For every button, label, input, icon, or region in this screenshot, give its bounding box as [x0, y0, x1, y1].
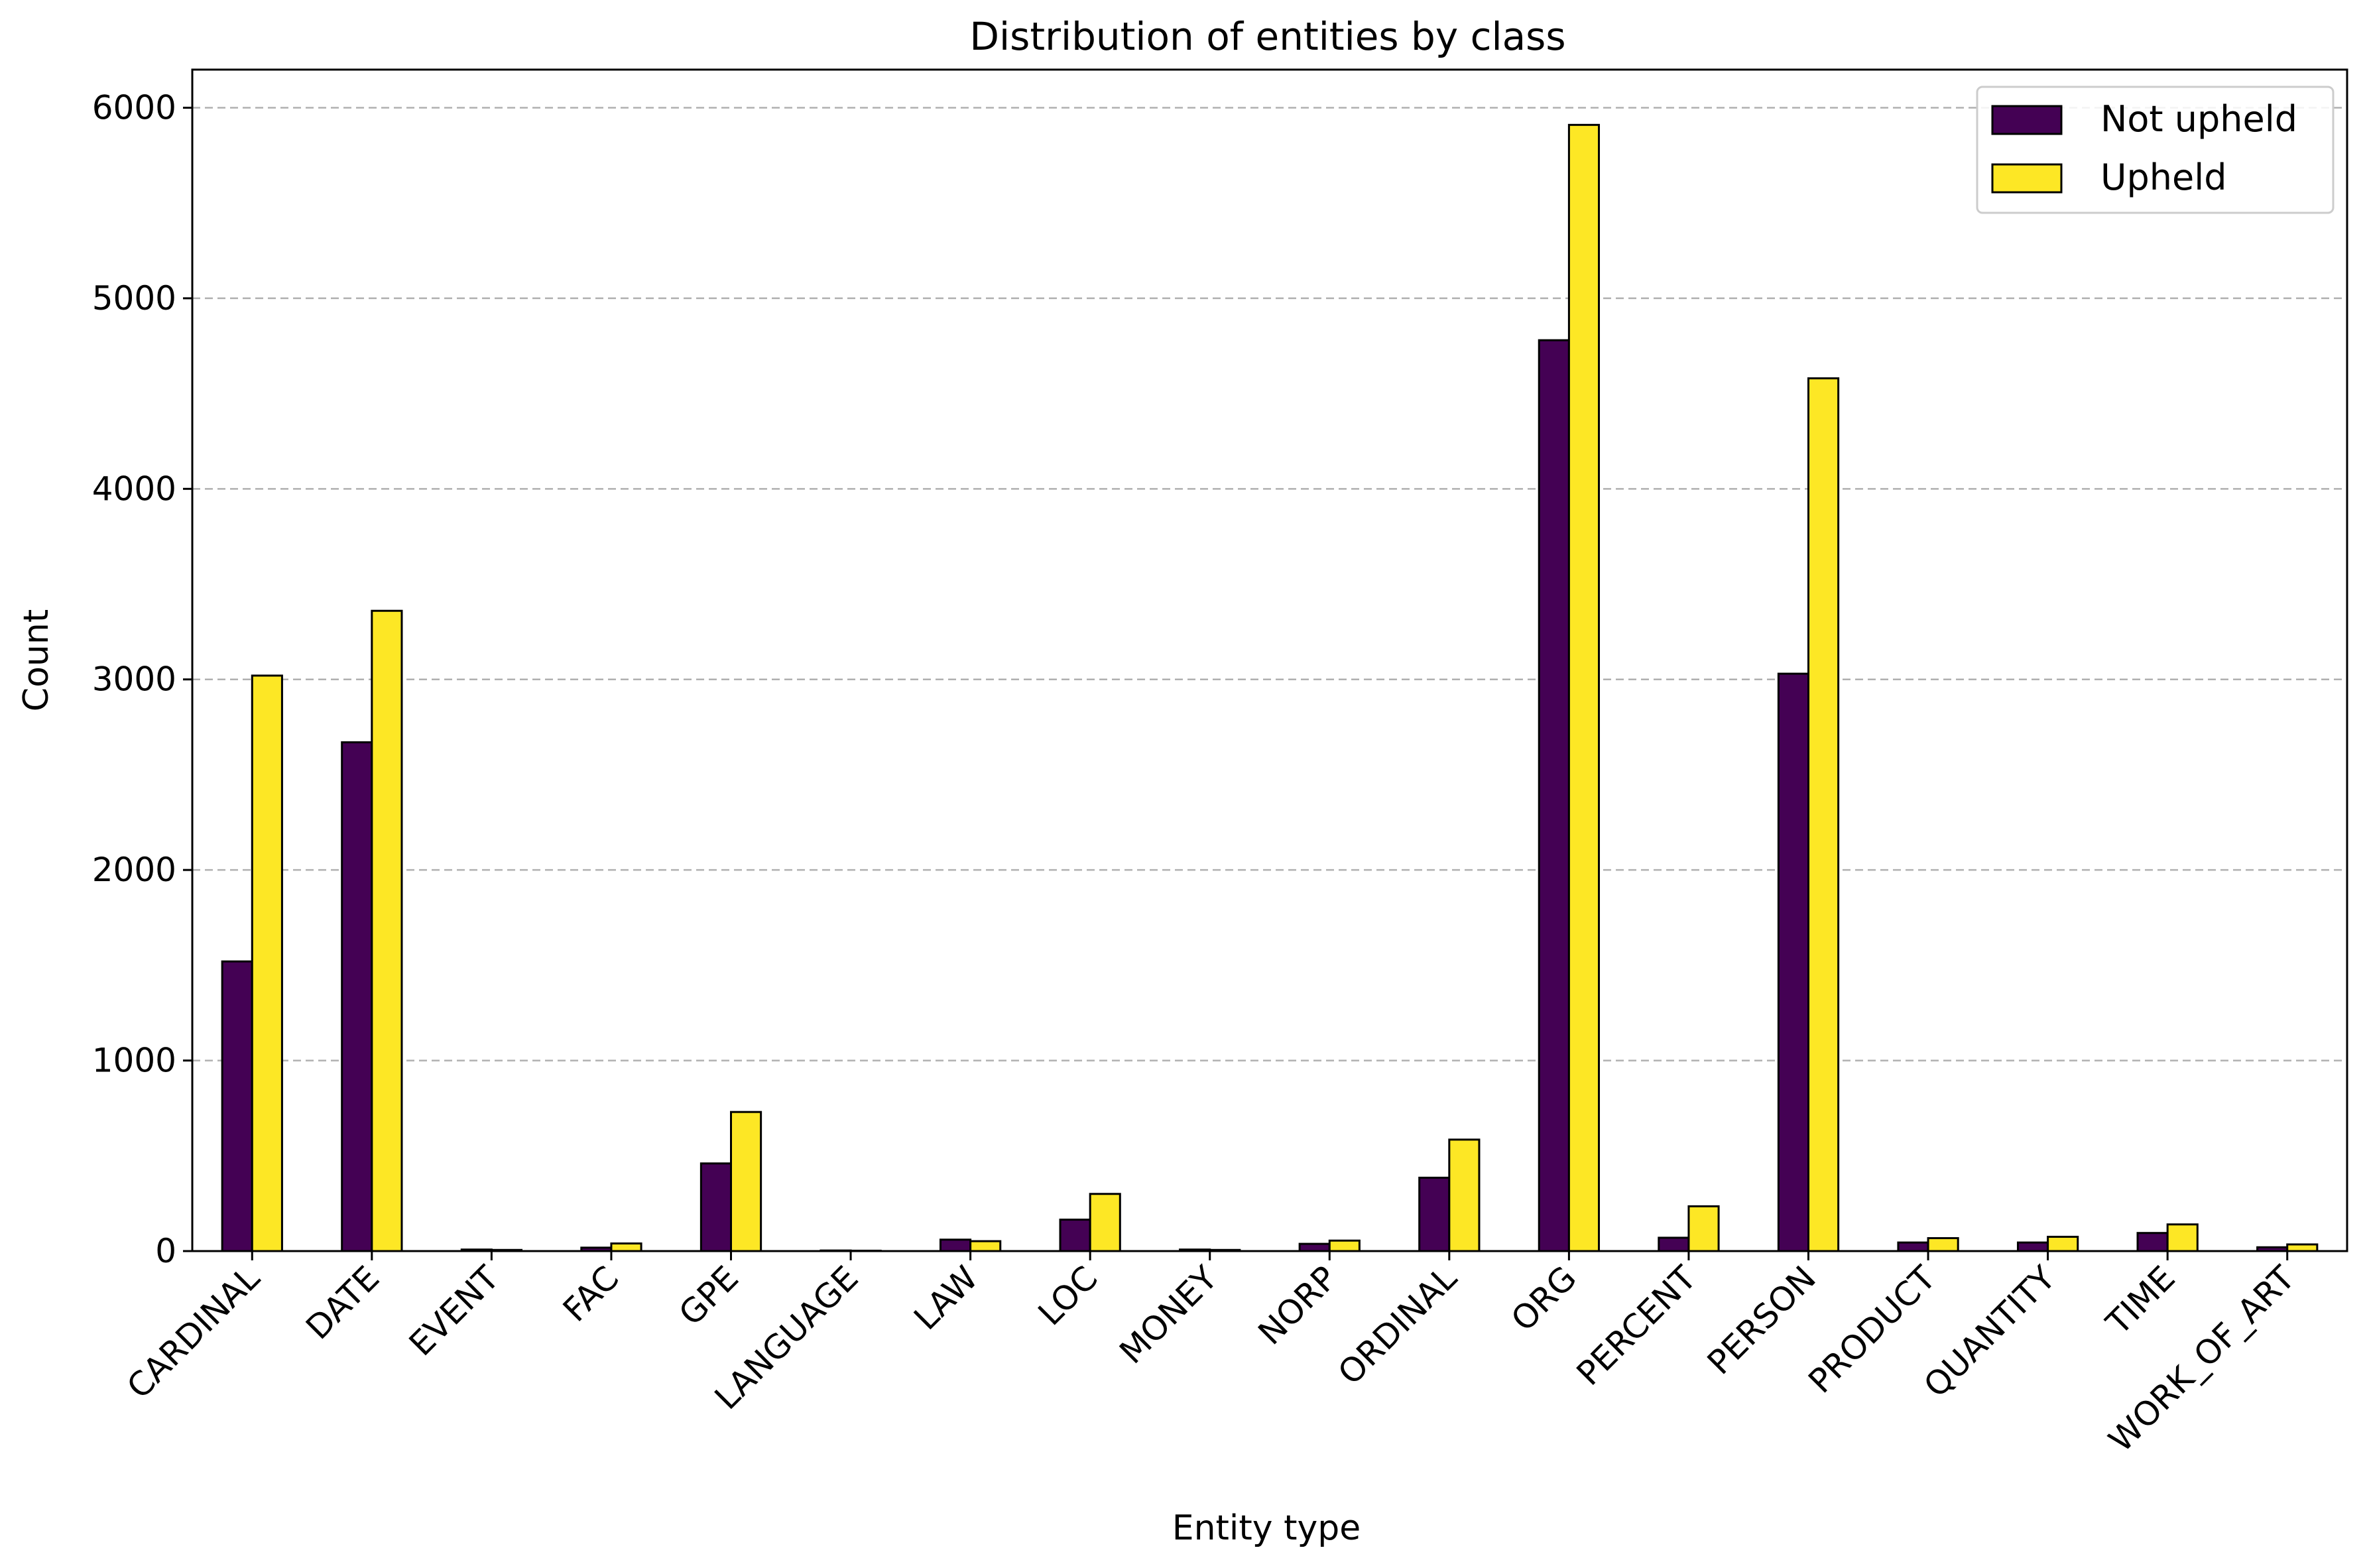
x-tick-label: LAW	[906, 1258, 985, 1337]
bar	[1089, 1193, 1121, 1252]
bars	[221, 123, 2319, 1252]
x-tick-label: GPE	[672, 1258, 746, 1333]
x-tick-label: CARDINAL	[119, 1258, 267, 1406]
bar	[221, 960, 253, 1252]
bar	[1298, 1242, 1331, 1252]
legend-swatch	[1991, 105, 2063, 135]
bar	[1448, 1138, 1481, 1252]
bar	[1538, 339, 1570, 1252]
x-tick-label: MONEY	[1112, 1258, 1225, 1371]
bar	[251, 674, 283, 1252]
y-axis: 0 1000 2000 3000 4000 5000 6000	[92, 88, 192, 1270]
x-tick-label: TIME	[2098, 1258, 2183, 1343]
y-tick-label: 5000	[92, 279, 176, 318]
bar	[341, 741, 373, 1252]
bar	[1807, 377, 1840, 1252]
y-tick-label: 4000	[92, 469, 176, 508]
bar	[1897, 1241, 1929, 1252]
bar	[610, 1242, 642, 1252]
bar	[2047, 1235, 2079, 1252]
bar	[1777, 672, 1809, 1252]
bar	[371, 609, 403, 1252]
legend-label: Not upheld	[2100, 98, 2297, 140]
bar	[1418, 1176, 1451, 1252]
y-tick-label: 6000	[92, 88, 176, 127]
x-tick-label: PERSON	[1700, 1258, 1823, 1382]
bar	[699, 1162, 732, 1252]
x-tick-label: ORDINAL	[1331, 1258, 1464, 1392]
x-tick-label: ORG	[1504, 1258, 1584, 1339]
legend-swatch	[1991, 163, 2063, 194]
x-axis-label: Entity type	[1172, 1508, 1361, 1548]
bar	[2166, 1223, 2199, 1252]
x-tick-label: NORP	[1251, 1258, 1345, 1352]
bar	[1687, 1205, 1720, 1252]
bar	[939, 1238, 972, 1252]
x-tick-label: FAC	[556, 1258, 626, 1329]
bar	[2136, 1232, 2169, 1252]
x-tick-label: PERCENT	[1569, 1258, 1704, 1393]
x-tick-label: EVENT	[402, 1258, 507, 1363]
y-tick-label: 0	[155, 1232, 176, 1270]
y-axis-label: Count	[17, 609, 56, 711]
chart-title: Distribution of entities by class	[969, 14, 1565, 59]
legend-box	[1976, 86, 2335, 214]
bar	[730, 1111, 762, 1252]
x-tick-label: QUANTITY	[1917, 1258, 2063, 1405]
bar	[1328, 1239, 1361, 1252]
legend-label: Upheld	[2100, 156, 2227, 198]
bar	[1059, 1219, 1091, 1252]
bar	[1567, 123, 1601, 1252]
legend: Not upheld Upheld	[1976, 86, 2335, 214]
y-tick-label: 2000	[92, 851, 176, 889]
bar	[969, 1240, 1002, 1252]
bar	[2016, 1241, 2049, 1252]
bar	[1658, 1236, 1690, 1252]
bar	[2286, 1243, 2319, 1252]
y-tick-label: 3000	[92, 660, 176, 699]
x-tick-label: DATE	[298, 1258, 387, 1347]
bar	[1927, 1236, 1959, 1252]
plot-frame	[191, 68, 2348, 1252]
y-tick-label: 1000	[92, 1042, 176, 1080]
grid-lines	[192, 107, 2347, 1061]
x-tick-label: LOC	[1031, 1258, 1105, 1333]
